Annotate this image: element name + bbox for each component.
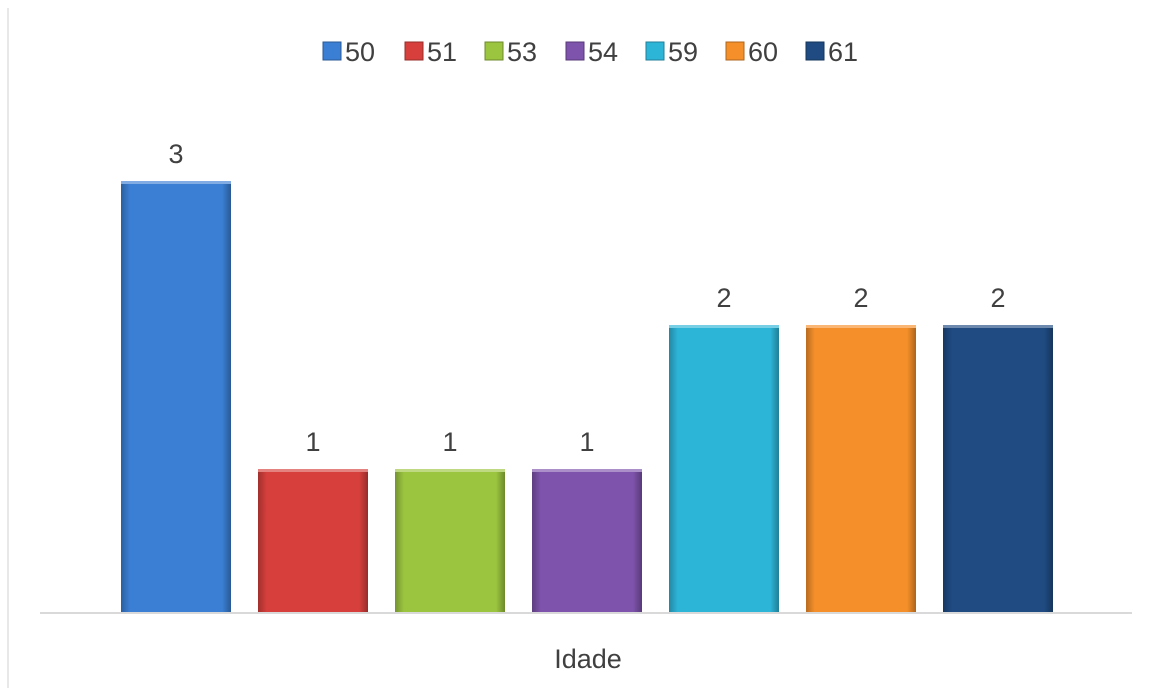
legend-label-59: 59 bbox=[668, 37, 698, 67]
bar-highlight-60 bbox=[806, 325, 916, 328]
bar-highlight-61 bbox=[943, 325, 1053, 328]
bar-highlight-53 bbox=[395, 469, 505, 472]
bar-61 bbox=[943, 325, 1053, 613]
data-label-53: 1 bbox=[442, 427, 457, 457]
bar-59 bbox=[669, 325, 779, 613]
data-label-60: 2 bbox=[853, 283, 868, 313]
bar-highlight-51 bbox=[258, 469, 368, 472]
legend-swatch-60 bbox=[725, 41, 745, 61]
data-label-51: 1 bbox=[305, 427, 320, 457]
legend: 50 51 53 54 59 60 61 bbox=[322, 37, 858, 67]
bar-60 bbox=[806, 325, 916, 613]
legend-swatch-61 bbox=[805, 41, 825, 61]
legend-label-50: 50 bbox=[345, 37, 375, 67]
legend-label-60: 60 bbox=[748, 37, 778, 67]
bar-51 bbox=[258, 469, 368, 613]
data-label-50: 3 bbox=[168, 139, 183, 169]
legend-label-54: 54 bbox=[588, 37, 618, 67]
data-label-59: 2 bbox=[716, 283, 731, 313]
legend-swatch-50 bbox=[322, 41, 342, 61]
bar-53 bbox=[395, 469, 505, 613]
data-label-54: 1 bbox=[579, 427, 594, 457]
legend-swatch-54 bbox=[565, 41, 585, 61]
legend-label-61: 61 bbox=[828, 37, 858, 67]
legend-label-53: 53 bbox=[507, 37, 537, 67]
bar-54 bbox=[532, 469, 642, 613]
data-label-61: 2 bbox=[990, 283, 1005, 313]
bar-50 bbox=[121, 181, 231, 613]
legend-swatch-59 bbox=[645, 41, 665, 61]
legend-swatch-51 bbox=[404, 41, 424, 61]
x-axis-label: Idade bbox=[554, 644, 622, 674]
bar-highlight-50 bbox=[121, 181, 231, 184]
legend-swatch-53 bbox=[484, 41, 504, 61]
bar-highlight-54 bbox=[532, 469, 642, 472]
bar-highlight-59 bbox=[669, 325, 779, 328]
legend-label-51: 51 bbox=[427, 37, 457, 67]
bars: 3 1 1 1 2 2 2 bbox=[121, 139, 1053, 613]
